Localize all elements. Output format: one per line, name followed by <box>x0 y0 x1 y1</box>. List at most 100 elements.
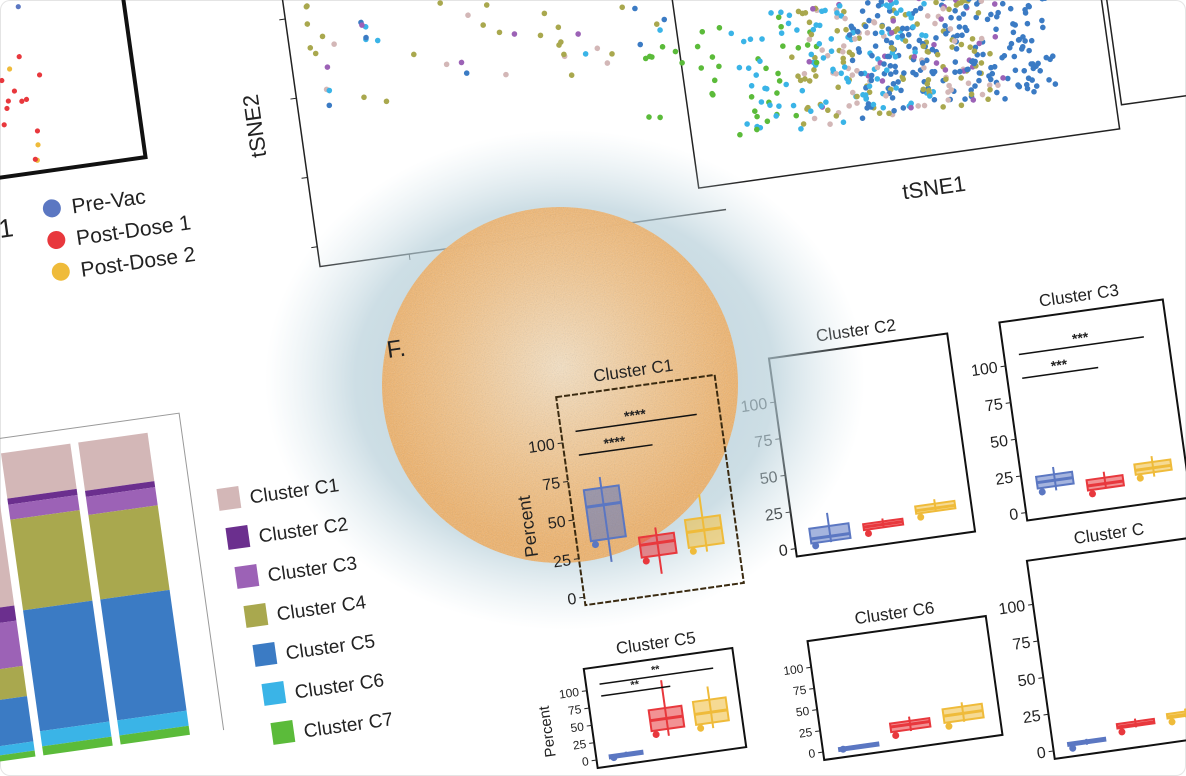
y-tick-label: 100 <box>558 685 580 702</box>
stacked-bar-segment <box>119 725 190 745</box>
tsne-point <box>786 12 793 19</box>
stacked-bar-segment <box>78 432 155 491</box>
tsne-point <box>810 6 816 12</box>
significance-bar <box>599 667 714 685</box>
tsne-point <box>890 18 897 24</box>
tsne-point <box>834 10 840 16</box>
tsne-point <box>1026 47 1032 54</box>
tsne-point <box>1004 75 1011 82</box>
y-tick <box>279 18 286 21</box>
tsne-point <box>921 64 927 71</box>
y-tick-label: 0 <box>566 591 577 609</box>
y-tick-label: 25 <box>552 552 572 571</box>
tsne-point <box>1007 5 1014 12</box>
tsne-point <box>938 16 944 22</box>
scatter-point <box>32 156 38 162</box>
stacked-bar-segment <box>117 710 189 736</box>
tsne-point <box>948 87 954 93</box>
tsne-point <box>980 51 986 58</box>
box-median <box>1036 476 1074 485</box>
tsne-point <box>916 0 922 2</box>
tsne-point <box>931 96 938 103</box>
tsne-point <box>871 19 877 25</box>
stacked-bar-frame <box>0 412 225 731</box>
y-tick-label: 25 <box>994 469 1014 488</box>
legend-swatch <box>225 525 251 550</box>
tsne-point <box>575 31 581 37</box>
y-tick <box>562 480 569 483</box>
scatter-point <box>11 88 18 94</box>
tsne-point <box>326 102 333 109</box>
y-tick-label: 100 <box>782 661 804 678</box>
tsne-point <box>934 51 941 58</box>
tsne-point <box>858 70 864 77</box>
outlier-point <box>812 542 820 550</box>
tsne-point <box>859 115 866 122</box>
tsne-point <box>988 11 994 18</box>
box-median <box>649 714 684 723</box>
tsne-point <box>973 14 980 21</box>
tsne-point <box>849 89 856 96</box>
stacked-bar-segment <box>42 736 113 756</box>
tsne-point <box>458 59 465 66</box>
tsne-point <box>496 29 503 36</box>
tsne-point <box>854 93 860 100</box>
legend-swatch <box>252 642 278 667</box>
tsne-point <box>885 26 892 32</box>
tsne-point <box>541 10 548 17</box>
tsne-point <box>987 50 993 57</box>
legend-swatch <box>270 720 296 745</box>
figure-panel-label: F. <box>385 335 407 364</box>
tsne-point <box>965 80 972 87</box>
tsne-point <box>1030 65 1037 72</box>
scatter-point <box>36 72 43 78</box>
tsne-point <box>864 30 871 36</box>
tsne-point <box>978 0 985 4</box>
tsne-point <box>465 12 471 19</box>
stacked-bar-segment <box>88 505 170 600</box>
tsne-point <box>978 35 985 42</box>
tsne-point <box>891 107 897 114</box>
legend-swatch-post-dose-2 <box>51 262 70 281</box>
tsne-point <box>807 108 814 115</box>
box-median <box>585 500 622 509</box>
tsne-point <box>778 9 784 16</box>
tsne-point <box>854 67 860 74</box>
significance-bar <box>578 444 653 456</box>
tsne-point <box>1011 53 1018 60</box>
box-median <box>686 526 722 534</box>
tsne-point <box>890 46 896 52</box>
tsne-point <box>840 55 847 62</box>
tsne-point <box>785 20 792 27</box>
tsne-point <box>775 14 782 21</box>
tsne-panel-2 <box>642 0 1121 189</box>
y-tick-label: 0 <box>581 754 590 769</box>
significance-label: *** <box>1071 329 1090 347</box>
tsne-point <box>811 115 818 122</box>
tsne-point <box>827 121 833 127</box>
tsne-point <box>816 41 823 47</box>
legend-label: Cluster C5 <box>285 631 377 664</box>
tsne-point <box>1052 81 1059 87</box>
tsne-point <box>768 10 774 16</box>
tsne-point <box>929 46 936 53</box>
legend-label: Cluster C2 <box>258 514 350 547</box>
tsne-point <box>699 28 706 35</box>
y-tick-label: 0 <box>808 746 817 761</box>
outlier-point <box>945 722 953 730</box>
tsne-point <box>437 0 443 6</box>
tsne-point <box>1021 67 1028 74</box>
tsne-point <box>945 97 952 103</box>
legend-item-cluster-c6: Cluster C6 <box>261 670 385 706</box>
tsne-point <box>854 100 860 106</box>
tsne-point <box>906 43 912 50</box>
y-tick-label: 100 <box>970 360 999 381</box>
tsne-point <box>956 24 963 30</box>
tsne-point <box>483 2 490 8</box>
tsne-point <box>307 45 314 51</box>
tsne-point <box>811 67 817 73</box>
tsne-point <box>942 67 949 73</box>
tsne-point <box>604 60 611 66</box>
